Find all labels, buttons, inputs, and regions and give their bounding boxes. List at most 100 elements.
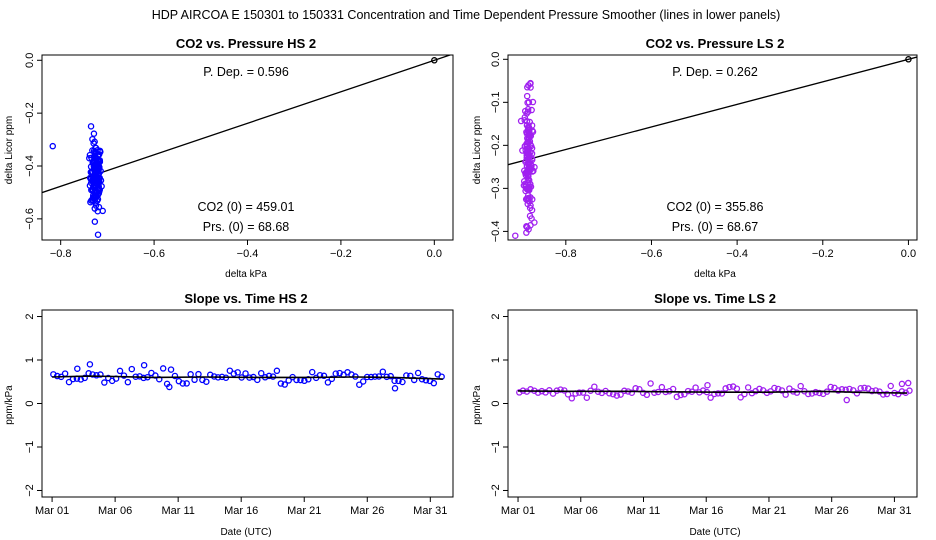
y-axis-title: delta Licor ppm [4,116,15,184]
data-point [91,155,99,162]
data-point [861,384,868,392]
data-point [89,194,97,201]
data-point [230,370,238,377]
y-axis-title: delta Licor ppm [472,116,483,184]
data-point [97,371,104,378]
x-tick-label: −0.8 [50,248,72,260]
data-point [422,377,430,384]
data-point [879,391,887,398]
data-point [92,174,99,181]
x-axis-title: delta kPa [225,269,267,280]
data-point [91,218,99,225]
data-point [95,183,102,190]
data-point [524,265,529,270]
data-point [49,142,56,150]
panel-ls-pressure: CO2 vs. Pressure LS 2 delta kPa delta Li… [472,36,918,280]
y-tick-label: 2 [490,313,502,319]
x-tick-label: −0.6 [641,248,663,260]
data-point [883,390,891,398]
data-layer [516,379,913,404]
data-point [356,381,363,388]
p-dep-annotation: P. Dep. = 0.262 [672,65,758,79]
data-point [379,368,387,375]
data-point [699,387,707,394]
data-point [281,381,289,388]
data-point [904,379,912,387]
x-tick-label: Mar 26 [350,505,384,517]
data-point [86,361,94,368]
data-point [737,394,744,401]
data-point [531,163,538,171]
data-point [391,377,398,385]
data-point [99,207,106,215]
data-point [328,375,336,383]
data-point [171,372,179,380]
data-point [523,92,531,100]
data-point [359,378,367,385]
panel-title: Slope vs. Time LS 2 [654,291,776,306]
data-point [887,382,894,390]
data-point [525,149,532,157]
data-point [782,391,789,398]
data-point [524,124,532,131]
x-tick-label: −0.8 [555,248,577,260]
y-tick-label: 0.0 [490,52,502,67]
y-tick-label: 0.0 [24,53,36,68]
data-point [94,231,102,238]
data-point [430,379,438,387]
smoother-line [52,375,443,380]
fit-line [42,55,453,194]
y-tick-label: −0.3 [490,178,502,200]
data-point [816,389,823,397]
data-point [332,370,339,377]
data-point [242,370,249,377]
x-tick-label: Mar 26 [815,505,849,517]
data-point [906,387,913,394]
data-point [692,384,699,391]
smoother-line [517,390,908,394]
x-tick-label: Mar 31 [413,505,447,517]
prs-zero-annotation: Prs. (0) = 68.67 [672,220,759,234]
data-point [524,84,531,91]
data-point [526,239,529,240]
data-point [191,376,198,384]
y-tick-label: −1 [24,441,36,454]
data-point [277,380,285,387]
x-tick-label: Mar 06 [98,505,132,517]
data-point [512,232,519,239]
panel-title: Slope vs. Time HS 2 [184,291,307,306]
data-point [704,381,711,389]
origin-point [905,56,912,63]
data-point [546,387,553,394]
x-axis-title: Date (UTC) [689,527,740,538]
panel-ls-slope: Slope vs. Time LS 2 Date (UTC) ppm/kPa M… [472,291,918,538]
data-point [308,368,316,376]
data-point [651,389,658,396]
y-axis-title: ppm/kPa [4,385,15,425]
plot-frame [41,309,454,498]
x-tick-label: −0.4 [726,248,748,260]
data-point [90,140,97,147]
data-point [733,385,741,392]
data-point [524,99,531,106]
data-point [528,162,535,170]
data-point [87,123,95,130]
data-point [167,366,175,373]
y-tick-label: −2 [24,484,36,497]
data-point [527,79,534,87]
fit-line [508,56,917,166]
data-point [726,383,733,391]
data-point [526,129,533,137]
data-point [778,387,786,394]
data-point [74,365,81,372]
prs-zero-annotation: Prs. (0) = 68.68 [203,220,290,234]
data-point [528,150,536,157]
data-point [414,369,422,377]
data-point [203,378,210,385]
data-point [324,379,332,386]
data-point [579,389,587,396]
data-point [557,386,564,393]
x-tick-label: 0.0 [901,248,916,260]
data-point [793,389,801,396]
